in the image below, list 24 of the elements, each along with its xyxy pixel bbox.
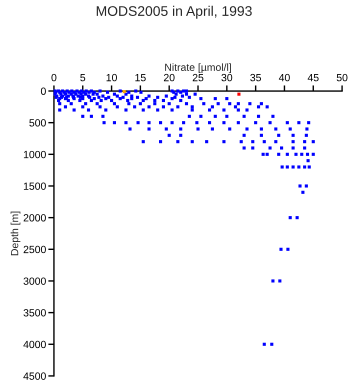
y-tick-label: 0 (40, 88, 46, 95)
x-tick-label: 15 (135, 74, 146, 82)
x-tick-label: 40 (278, 74, 290, 82)
y-tick-label: 500 (29, 119, 46, 127)
x-axis-title: Nitrate [µmol/l] (165, 63, 231, 74)
y-tick-label: 3000 (24, 277, 46, 285)
x-tick-label: 50 (336, 74, 348, 82)
x-tick-label: 25 (192, 74, 204, 82)
y-tick-label: 3500 (24, 309, 46, 316)
chart-title: MODS2005 in April, 1993 (96, 6, 252, 19)
x-tick-label: 5 (80, 74, 86, 82)
y-tick-label: 4500 (23, 372, 46, 380)
y-tick-label: 2000 (24, 214, 46, 222)
x-tick-label: 10 (106, 74, 117, 82)
y-tick-label: 1500 (24, 182, 46, 190)
y-axis-title: Depth [m] (10, 212, 20, 256)
y-tick-label: 4000 (23, 340, 46, 348)
x-tick-label: 35 (250, 74, 261, 82)
x-tick-label: 0 (51, 74, 56, 82)
y-tick-label: 2500 (24, 246, 46, 254)
x-tick-label: 20 (164, 74, 175, 82)
y-tick-label: 1000 (24, 150, 46, 158)
x-tick-label: 30 (221, 74, 232, 82)
x-tick-label: 45 (308, 74, 319, 82)
